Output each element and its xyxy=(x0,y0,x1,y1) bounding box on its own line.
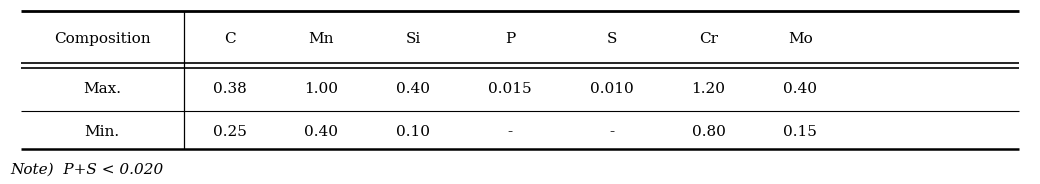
Text: Max.: Max. xyxy=(83,82,121,96)
Text: 0.15: 0.15 xyxy=(783,125,817,139)
Text: 1.00: 1.00 xyxy=(305,82,338,96)
Text: 0.10: 0.10 xyxy=(396,125,430,139)
Text: 0.015: 0.015 xyxy=(488,82,531,96)
Text: 0.40: 0.40 xyxy=(783,82,817,96)
Text: -: - xyxy=(508,125,513,139)
Text: 0.010: 0.010 xyxy=(590,82,633,96)
Text: P: P xyxy=(504,32,515,46)
Text: Si: Si xyxy=(406,32,420,46)
Text: Note)  P+S < 0.020: Note) P+S < 0.020 xyxy=(10,163,163,177)
Text: 1.20: 1.20 xyxy=(692,82,726,96)
Text: S: S xyxy=(606,32,617,46)
Text: C: C xyxy=(224,32,235,46)
Text: Mo: Mo xyxy=(788,32,812,46)
Text: Cr: Cr xyxy=(699,32,718,46)
Text: 0.80: 0.80 xyxy=(692,125,726,139)
Text: -: - xyxy=(609,125,615,139)
Text: 0.40: 0.40 xyxy=(305,125,338,139)
Text: 0.40: 0.40 xyxy=(396,82,430,96)
Text: 0.38: 0.38 xyxy=(212,82,246,96)
Text: Mn: Mn xyxy=(309,32,334,46)
Text: Min.: Min. xyxy=(84,125,120,139)
Text: 0.25: 0.25 xyxy=(212,125,246,139)
Text: Composition: Composition xyxy=(54,32,151,46)
